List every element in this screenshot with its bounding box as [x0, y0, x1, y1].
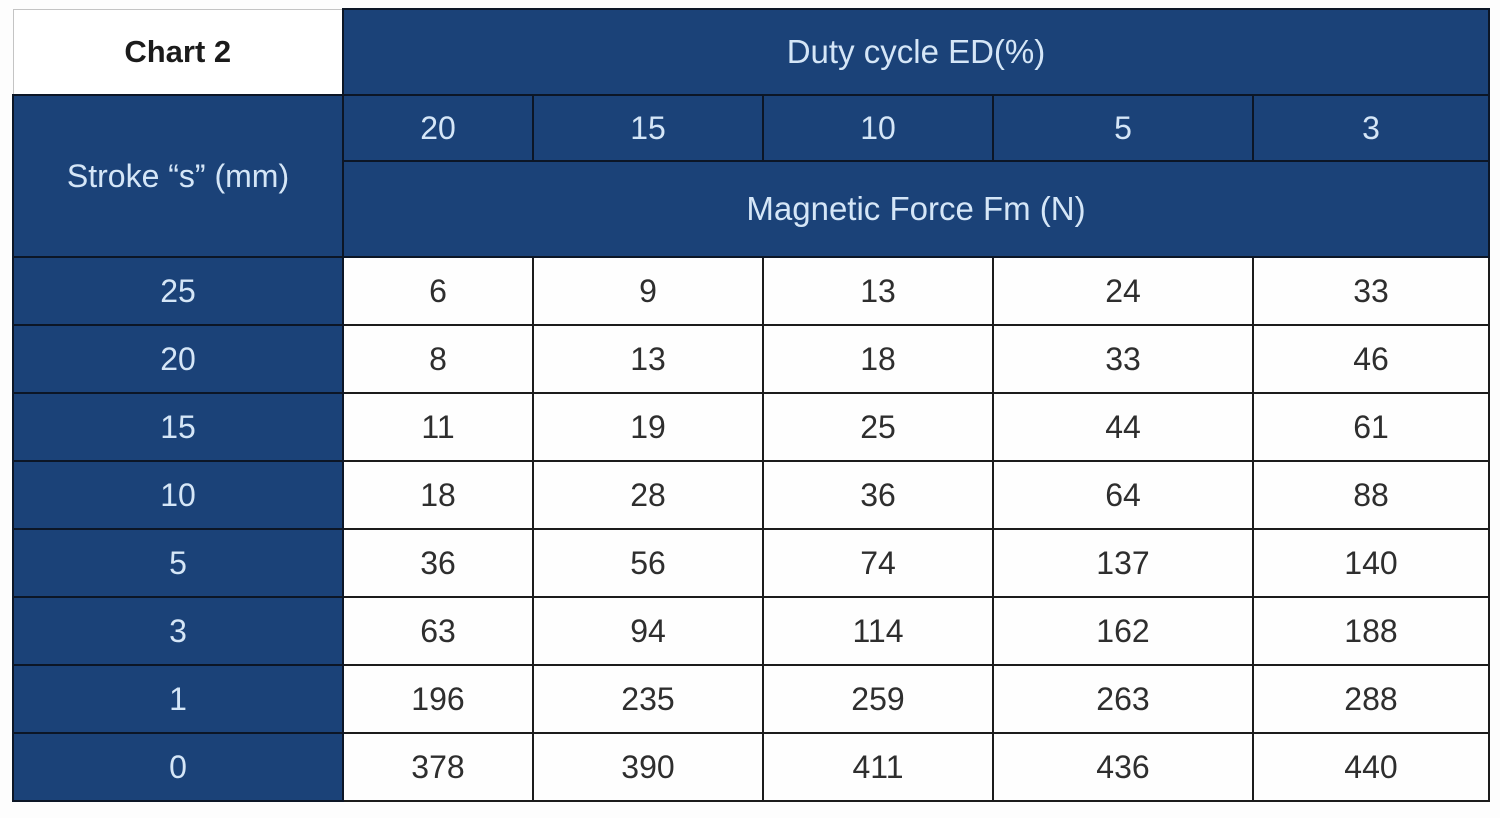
force-value-cell: 33	[1252, 256, 1490, 326]
force-value-cell: 64	[992, 460, 1254, 530]
duty-cycle-values-row: Stroke “s” (mm) 20 15 10 5 3	[12, 94, 1490, 258]
force-value-cell: 8	[342, 324, 534, 394]
force-value-cell: 140	[1252, 528, 1490, 598]
force-value-cell: 19	[532, 392, 764, 462]
force-value-cell: 88	[1252, 460, 1490, 530]
stroke-row-header: 25	[12, 256, 344, 326]
magnetic-force-group-header: Magnetic Force Fm (N)	[342, 160, 1490, 258]
stroke-row-header: 5	[12, 528, 344, 598]
stroke-row-header: 0	[12, 732, 344, 802]
magnetic-force-table: Chart 2 Duty cycle ED(%) Stroke “s” (mm)…	[12, 8, 1490, 802]
force-value-cell: 56	[532, 528, 764, 598]
force-value-cell: 378	[342, 732, 534, 802]
force-value-cell: 94	[532, 596, 764, 666]
stroke-row-header: 15	[12, 392, 344, 462]
force-value-cell: 18	[762, 324, 994, 394]
force-value-cell: 436	[992, 732, 1254, 802]
force-value-cell: 36	[342, 528, 534, 598]
table-title-row: Chart 2 Duty cycle ED(%)	[12, 8, 1490, 96]
duty-cycle-header-10: 10	[762, 94, 994, 162]
table-row: 5 36 56 74 137 140	[12, 528, 1490, 598]
force-value-cell: 46	[1252, 324, 1490, 394]
force-value-cell: 74	[762, 528, 994, 598]
table-row: 20 8 13 18 33 46	[12, 324, 1490, 394]
force-value-cell: 6	[342, 256, 534, 326]
force-value-cell: 24	[992, 256, 1254, 326]
force-value-cell: 196	[342, 664, 534, 734]
force-value-cell: 188	[1252, 596, 1490, 666]
table-row: 1 196 235 259 263 288	[12, 664, 1490, 734]
force-value-cell: 263	[992, 664, 1254, 734]
force-value-cell: 162	[992, 596, 1254, 666]
duty-cycle-header-5: 5	[992, 94, 1254, 162]
stroke-group-header: Stroke “s” (mm)	[12, 94, 344, 258]
force-value-cell: 411	[762, 732, 994, 802]
duty-cycle-header-15: 15	[532, 94, 764, 162]
force-value-cell: 9	[532, 256, 764, 326]
force-value-cell: 25	[762, 392, 994, 462]
force-value-cell: 137	[992, 528, 1254, 598]
chart-title-cell: Chart 2	[12, 8, 344, 96]
force-value-cell: 11	[342, 392, 534, 462]
force-value-cell: 259	[762, 664, 994, 734]
table-row: 0 378 390 411 436 440	[12, 732, 1490, 802]
force-value-cell: 440	[1252, 732, 1490, 802]
table-row: 10 18 28 36 64 88	[12, 460, 1490, 530]
force-value-cell: 288	[1252, 664, 1490, 734]
force-value-cell: 44	[992, 392, 1254, 462]
force-value-cell: 235	[532, 664, 764, 734]
force-value-cell: 28	[532, 460, 764, 530]
force-value-cell: 390	[532, 732, 764, 802]
force-value-cell: 33	[992, 324, 1254, 394]
force-value-cell: 114	[762, 596, 994, 666]
force-value-cell: 13	[532, 324, 764, 394]
force-value-cell: 18	[342, 460, 534, 530]
stroke-row-header: 3	[12, 596, 344, 666]
force-value-cell: 36	[762, 460, 994, 530]
table-row: 15 11 19 25 44 61	[12, 392, 1490, 462]
stroke-row-header: 10	[12, 460, 344, 530]
stroke-row-header: 1	[12, 664, 344, 734]
force-value-cell: 61	[1252, 392, 1490, 462]
duty-cycle-header-20: 20	[342, 94, 534, 162]
force-value-cell: 13	[762, 256, 994, 326]
force-label-row: Magnetic Force Fm (N)	[13, 160, 1490, 258]
duty-cycle-header-3: 3	[1252, 94, 1490, 162]
table-row: 3 63 94 114 162 188	[12, 596, 1490, 666]
table-row: 25 6 9 13 24 33	[12, 256, 1490, 326]
stroke-row-header: 20	[12, 324, 344, 394]
force-value-cell: 63	[342, 596, 534, 666]
duty-cycle-group-header: Duty cycle ED(%)	[342, 8, 1490, 96]
